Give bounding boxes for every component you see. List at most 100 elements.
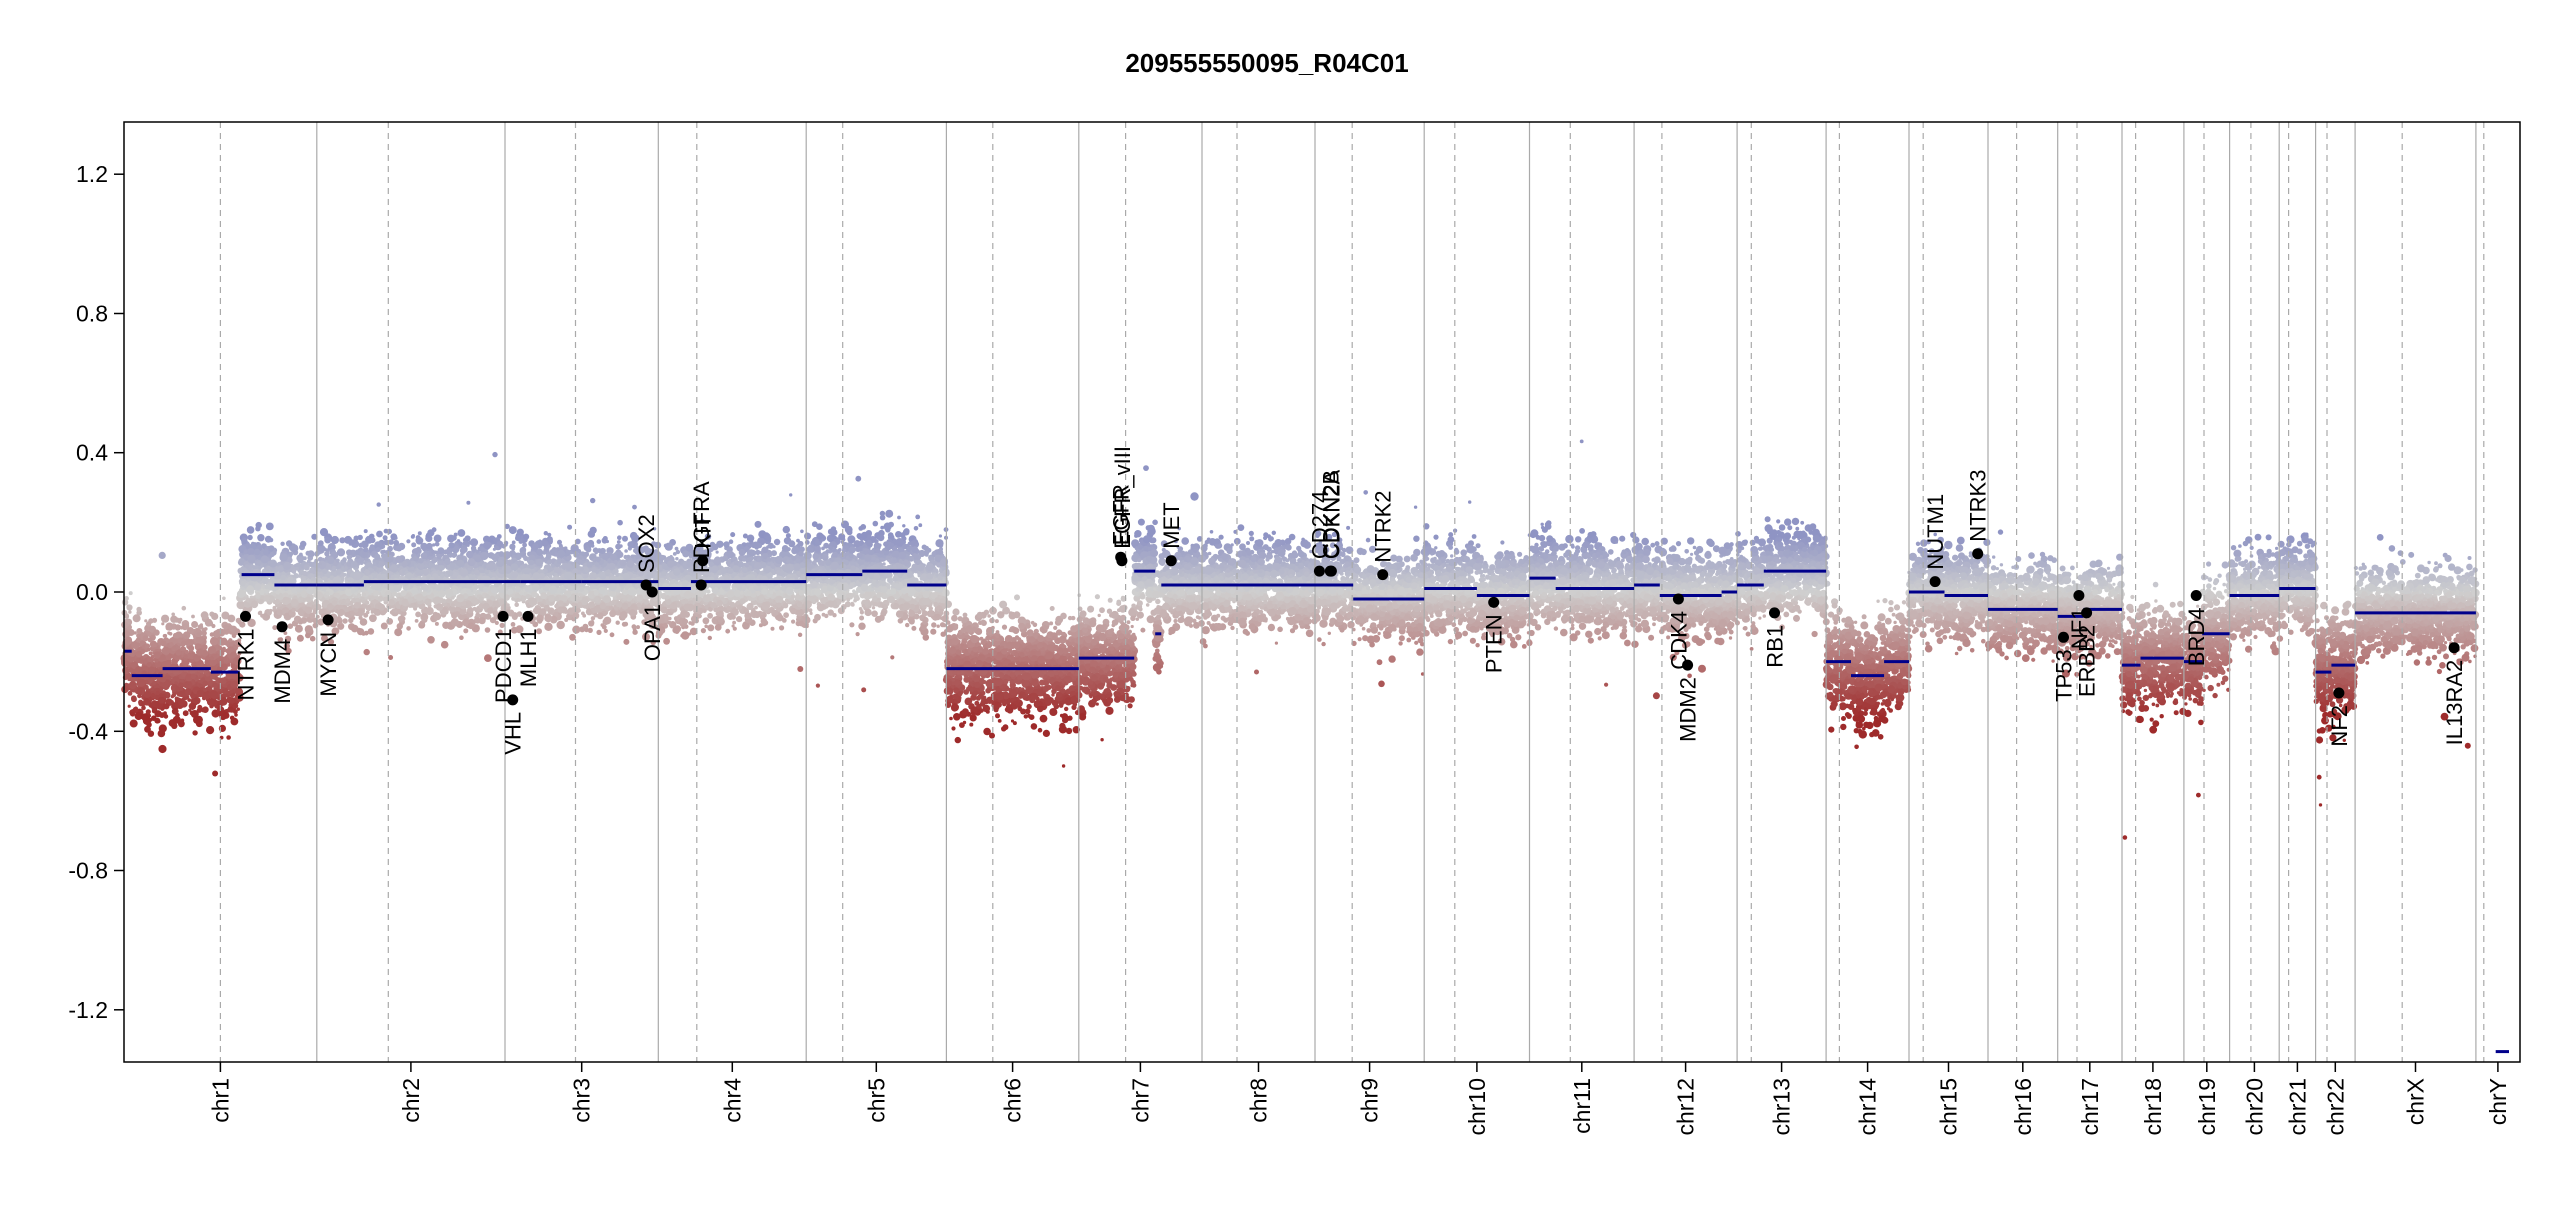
probe-point (530, 565, 534, 569)
probe-point (319, 562, 322, 565)
probe-point (554, 612, 558, 616)
probe-point (393, 584, 401, 592)
probe-point (382, 550, 386, 554)
probe-point (324, 537, 331, 544)
probe-point (169, 632, 173, 636)
probe-point (437, 591, 443, 597)
probe-point (371, 583, 378, 590)
probe-point (516, 554, 521, 559)
probe-point (509, 526, 517, 534)
probe-point (163, 634, 167, 638)
probe-point (370, 537, 376, 543)
probe-point (430, 584, 434, 588)
probe-point (125, 614, 128, 617)
probe-point (533, 572, 541, 580)
probe-point (373, 590, 379, 596)
probe-point (315, 605, 320, 610)
probe-point (703, 617, 710, 624)
probe-point (385, 555, 393, 563)
probe-point (365, 600, 370, 605)
probe-point (266, 538, 270, 542)
probe-point (529, 598, 537, 606)
probe-point (466, 589, 471, 594)
probe-point (197, 632, 201, 636)
probe-point (632, 630, 637, 635)
probe-point (523, 556, 528, 561)
probe-point (582, 614, 586, 618)
probe-point (500, 623, 505, 628)
probe-point (174, 617, 179, 622)
probe-point (154, 652, 161, 659)
probe-point (384, 583, 390, 589)
probe-point (320, 528, 328, 536)
probe-point (378, 596, 384, 602)
probe-point (523, 534, 529, 540)
probe-point (341, 576, 344, 579)
probe-point (306, 597, 312, 603)
probe-point (245, 564, 249, 568)
probe-point (629, 609, 636, 616)
probe-point (143, 635, 149, 641)
probe-point (523, 568, 530, 575)
probe-point (286, 540, 292, 546)
probe-point (160, 677, 166, 683)
probe-point (377, 502, 381, 506)
probe-point (158, 697, 165, 704)
probe-point (595, 557, 601, 563)
probe-point (338, 609, 345, 616)
probe-point (376, 531, 383, 538)
probe-point (395, 556, 402, 563)
probe-point (291, 599, 299, 607)
probe-point (410, 567, 414, 571)
probe-point (564, 618, 568, 622)
probe-point (281, 587, 285, 591)
probe-point (578, 602, 582, 606)
probe-point (176, 650, 182, 656)
probe-point (585, 569, 589, 573)
probe-point (318, 545, 325, 552)
probe-point (547, 533, 551, 537)
probe-point (547, 560, 552, 565)
probe-point (144, 685, 149, 690)
probe-point (557, 559, 562, 564)
probe-point (475, 613, 480, 618)
probe-point (596, 630, 601, 635)
probe-point (564, 572, 572, 580)
probe-point (456, 594, 464, 602)
probe-point (336, 569, 342, 575)
probe-point (332, 568, 336, 572)
probe-point (544, 614, 552, 622)
probe-point (393, 540, 399, 546)
probe-point (622, 536, 628, 542)
probe-point (226, 735, 231, 740)
probe-point (624, 555, 628, 559)
probe-point (435, 542, 440, 547)
probe-point (240, 581, 245, 586)
probe-point (295, 625, 303, 633)
probe-point (147, 656, 153, 662)
probe-point (479, 597, 484, 602)
probe-point (435, 622, 439, 626)
probe-point (247, 555, 255, 563)
probe-point (298, 619, 304, 625)
probe-point (327, 557, 334, 564)
probe-point (147, 648, 151, 652)
probe-point (269, 545, 275, 551)
probe-point (311, 577, 315, 581)
probe-point (269, 609, 273, 613)
probe-point (207, 698, 215, 706)
probe-point (184, 655, 188, 659)
probe-point (354, 572, 362, 580)
probe-point (269, 560, 277, 568)
probe-point (378, 604, 385, 611)
probe-point (514, 602, 519, 607)
probe-point (377, 575, 381, 579)
probe-point (576, 608, 580, 612)
probe-point (191, 621, 198, 628)
probe-point (515, 535, 521, 541)
probe-point (293, 578, 296, 581)
probe-point (436, 551, 440, 555)
probe-point (467, 584, 470, 587)
probe-point (161, 641, 167, 647)
probe-point (354, 602, 360, 608)
